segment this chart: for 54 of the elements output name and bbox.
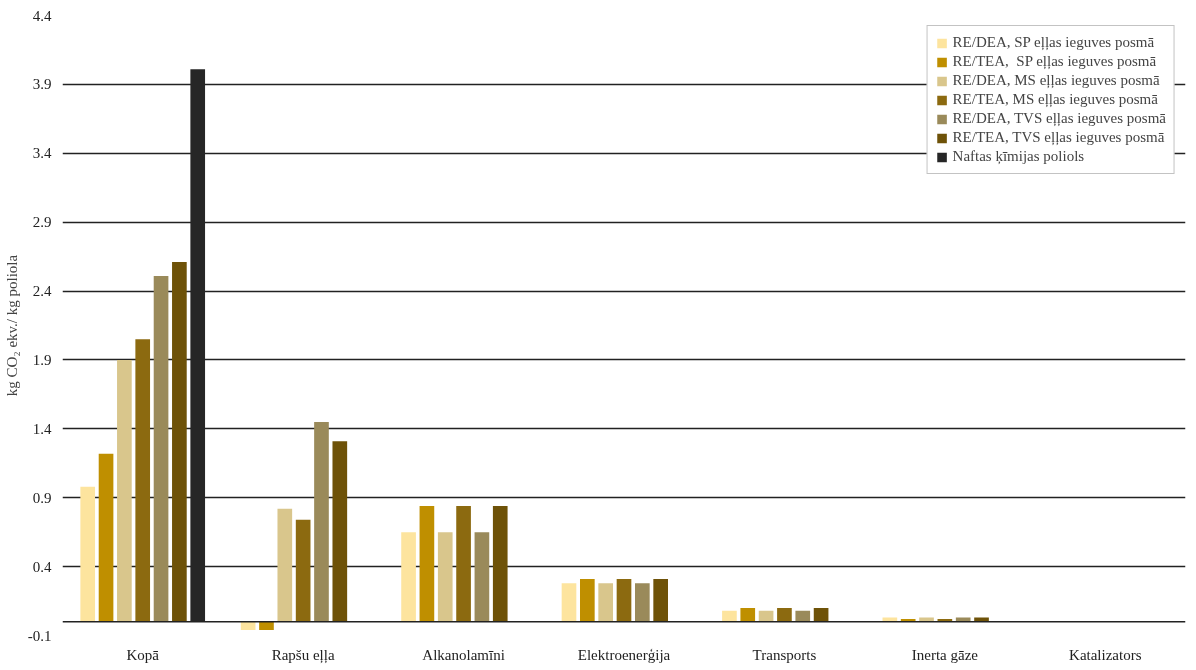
bar bbox=[777, 607, 792, 622]
bar bbox=[135, 339, 151, 622]
bar bbox=[314, 421, 329, 622]
bar bbox=[616, 579, 632, 622]
legend-label: RE/DEA, SP eļļas ieguves posmā bbox=[952, 34, 1155, 51]
bar bbox=[795, 610, 811, 622]
bar bbox=[419, 505, 435, 622]
bar bbox=[635, 583, 650, 622]
x-tick-label: Inerta gāze bbox=[911, 646, 979, 663]
y-axis-title: kg CO₂ ekv./ kg poliola bbox=[3, 254, 20, 397]
y-tick-label: 4.4 bbox=[32, 7, 52, 24]
x-tick-label: Alkanolamīni bbox=[422, 646, 505, 663]
bar bbox=[98, 453, 114, 622]
legend-label: Naftas ķīmijas poliols bbox=[952, 148, 1085, 165]
y-tick-label: 2.9 bbox=[32, 214, 52, 231]
bar bbox=[456, 505, 471, 622]
bar bbox=[740, 607, 756, 622]
legend-label: RE/DEA, MS eļļas ieguves posmā bbox=[952, 72, 1160, 89]
bar bbox=[295, 519, 311, 622]
x-tick-label: Rapšu eļļa bbox=[271, 646, 335, 664]
y-tick-label: 0.9 bbox=[32, 489, 52, 506]
x-tick-label: Katalizators bbox=[1069, 646, 1142, 663]
legend-label: RE/DEA, TVS eļļas ieguves posmā bbox=[952, 110, 1166, 127]
bar bbox=[259, 621, 274, 630]
y-tick-label: -0.1 bbox=[27, 627, 52, 644]
bar bbox=[813, 607, 829, 622]
bar bbox=[80, 486, 96, 622]
bar bbox=[722, 610, 737, 622]
legend-label: RE/TEA, TVS eļļas ieguves posmā bbox=[952, 129, 1165, 146]
legend-label: RE/TEA, SP eļļas ieguves posmā bbox=[952, 53, 1157, 70]
legend-label: RE/TEA, MS eļļas ieguves posmā bbox=[952, 91, 1158, 108]
bar bbox=[172, 262, 187, 622]
y-tick-label: 3.4 bbox=[32, 145, 52, 162]
bar bbox=[492, 505, 508, 622]
bar bbox=[240, 621, 256, 630]
bar bbox=[474, 532, 490, 622]
y-tick-label: 2.4 bbox=[32, 283, 52, 300]
bar bbox=[437, 532, 453, 622]
bar bbox=[332, 441, 348, 622]
bar bbox=[401, 532, 416, 622]
x-tick-label: Transports bbox=[752, 646, 817, 663]
bar bbox=[277, 508, 293, 622]
y-tick-label: 1.9 bbox=[32, 351, 52, 368]
bar bbox=[598, 583, 613, 622]
bar bbox=[580, 579, 595, 622]
bar bbox=[117, 359, 132, 622]
y-tick-label: 1.4 bbox=[32, 420, 52, 437]
bar bbox=[153, 275, 169, 622]
y-tick-label: 3.9 bbox=[32, 76, 52, 93]
bar bbox=[653, 579, 668, 622]
y-tick-label: 0.4 bbox=[32, 558, 52, 575]
bar bbox=[561, 583, 577, 622]
x-tick-label: Elektroenerģija bbox=[577, 646, 671, 663]
x-tick-label: Kopā bbox=[126, 646, 160, 663]
